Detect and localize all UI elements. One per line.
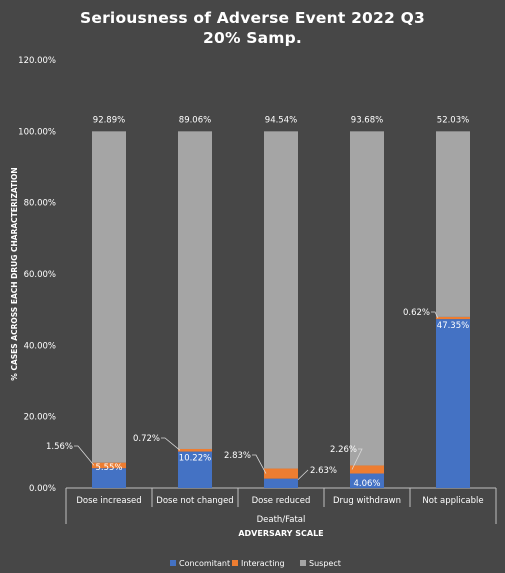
bar-segment-suspect — [178, 131, 212, 449]
chart-subtitle: 20% Samp. — [202, 29, 303, 47]
bar-segment-concomitant — [436, 319, 470, 488]
data-label-interacting: 2.83% — [224, 451, 251, 461]
data-label-concomitant: 10.22% — [179, 454, 211, 464]
bar-segment-suspect — [264, 131, 298, 469]
data-label-suspect: 52.03% — [437, 115, 469, 125]
data-label-concomitant: 5.55% — [95, 463, 122, 473]
y-tick-label: 60.00% — [24, 270, 56, 280]
y-tick-label: 40.00% — [24, 341, 56, 351]
leader-line — [351, 448, 363, 470]
bar-segment-suspect — [92, 131, 126, 463]
x-category-label: Dose increased — [76, 496, 141, 506]
bar-segment-concomitant — [264, 478, 298, 488]
data-label-concomitant: 4.06% — [353, 479, 380, 489]
y-tick-label: 80.00% — [24, 199, 56, 209]
bar-segment-suspect — [350, 131, 384, 466]
y-tick-label: 0.00% — [29, 484, 56, 494]
data-label-concomitant: 47.35% — [437, 321, 469, 331]
data-label-suspect: 89.06% — [179, 115, 211, 125]
data-label-concomitant: 2.63% — [310, 466, 337, 476]
leader-line — [252, 454, 267, 474]
y-tick-label: 100.00% — [18, 127, 56, 137]
data-label-interacting: 0.72% — [133, 434, 160, 444]
x-category-label: Dose reduced — [252, 496, 311, 506]
bar-segment-interacting — [264, 468, 298, 479]
x-category-label: Dose not changed — [156, 496, 233, 506]
legend-swatch-interacting — [232, 560, 238, 566]
legend-label-interacting: Interacting — [241, 559, 285, 568]
bar-segment-interacting — [178, 448, 212, 452]
x-category-label: Not applicable — [422, 496, 483, 506]
data-label-suspect: 94.54% — [265, 115, 297, 125]
legend-swatch-concomitant — [170, 560, 176, 566]
legend-label-suspect: Suspect — [309, 559, 341, 568]
y-tick-label: 20.00% — [24, 413, 56, 423]
x-group-label: Death/Fatal — [257, 515, 306, 525]
bar-segment-suspect — [436, 131, 470, 317]
bar-segment-interacting — [436, 316, 470, 320]
chart-title: Seriousness of Adverse Event 2022 Q3 — [80, 9, 425, 27]
y-axis-title: % CASES ACROSS EACH DRUG CHARACTERIZATIO… — [10, 167, 19, 380]
leader-line — [297, 469, 309, 480]
x-category-label: Drug withdrawn — [333, 496, 401, 506]
bar-segment-concomitant — [92, 468, 126, 488]
bar-segment-interacting — [350, 465, 384, 474]
leader-line — [431, 311, 439, 319]
data-label-interacting: 0.62% — [403, 308, 430, 318]
data-label-suspect: 93.68% — [351, 115, 383, 125]
leader-line — [161, 437, 181, 451]
legend-label-concomitant: Concomitant — [179, 559, 230, 568]
y-tick-label: 120.00% — [18, 56, 56, 66]
data-label-suspect: 92.89% — [93, 115, 125, 125]
data-label-interacting: 2.26% — [330, 445, 357, 455]
data-label-interacting: 1.56% — [46, 442, 73, 452]
x-axis-title: ADVERSARY SCALE — [238, 529, 323, 538]
bar-segment-interacting — [92, 462, 126, 469]
bar-segment-concomitant — [178, 451, 212, 488]
bar-segment-concomitant — [350, 473, 384, 488]
legend-swatch-suspect — [300, 560, 306, 566]
leader-line — [74, 445, 95, 466]
